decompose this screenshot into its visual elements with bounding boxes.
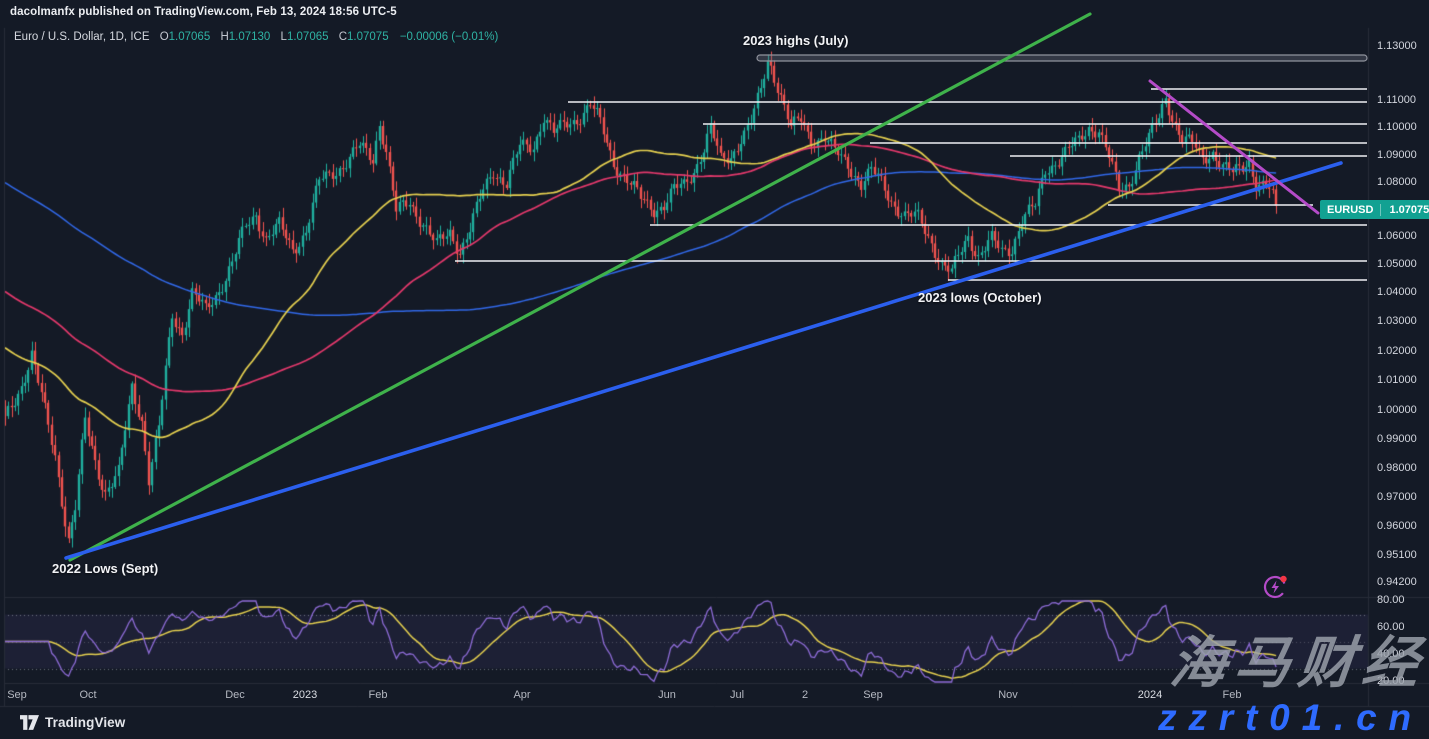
time-axis-label: Feb: [368, 689, 388, 701]
last-price-value: 1.07075: [1380, 203, 1429, 216]
tradingview-logo-icon: [20, 715, 39, 730]
change-value: −0.00006 (−0.01%): [399, 31, 499, 43]
time-axis-label: Dec: [225, 689, 245, 701]
price-axis-label: 1.02000: [1377, 345, 1417, 357]
time-axis-label: 2024: [1137, 689, 1163, 701]
annotation-2023-highs[interactable]: 2023 highs (July): [743, 33, 849, 48]
watermark-url: zzrt01.cn: [1158, 697, 1423, 738]
time-axis-label: Feb: [1222, 689, 1242, 701]
price-axis-label: 0.99000: [1377, 433, 1417, 445]
high-value: 1.07130: [228, 31, 271, 43]
price-axis-label: 1.06000: [1377, 230, 1417, 242]
high-label: H: [220, 31, 229, 43]
price-axis-label: 1.09000: [1377, 149, 1417, 161]
price-axis-label: 0.94200: [1377, 576, 1417, 588]
time-axis-label: Apr: [513, 689, 531, 701]
footer-bar: TradingView: [0, 706, 1429, 739]
time-axis-label: Jun: [658, 689, 676, 701]
chart-legend: Euro / U.S. Dollar, 1D, ICE O1.07065 H1.…: [14, 31, 498, 43]
price-axis-label: 1.00000: [1377, 404, 1417, 416]
open-value: 1.07065: [168, 31, 211, 43]
time-axis-label: 2023: [292, 689, 318, 701]
open-label: O: [159, 31, 169, 43]
time-axis-label: Jul: [729, 689, 745, 701]
low-value: 1.07065: [286, 31, 329, 43]
price-axis-label: 1.08000: [1377, 176, 1417, 188]
publish-info-text: dacolmanfx published on TradingView.com,…: [10, 6, 397, 18]
rsi-axis-label: 40.00: [1377, 648, 1405, 660]
price-axis-label: 1.05000: [1377, 258, 1417, 270]
symbol-title[interactable]: Euro / U.S. Dollar, 1D, ICE: [14, 31, 150, 43]
tradingview-logo[interactable]: TradingView: [20, 715, 125, 730]
price-axis-label: 1.04000: [1377, 286, 1417, 298]
rsi-axis-label: 60.00: [1377, 621, 1405, 633]
watermark-chinese: 海马财经: [1167, 631, 1429, 694]
price-axis-label: 1.03000: [1377, 315, 1417, 327]
publish-header: dacolmanfx published on TradingView.com,…: [0, 0, 1429, 26]
price-axis-label: 1.01000: [1377, 374, 1417, 386]
tradingview-logo-text: TradingView: [45, 715, 126, 730]
time-axis-label: Nov: [998, 689, 1018, 701]
price-axis-label: 0.97000: [1377, 491, 1417, 503]
annotation-2023-lows[interactable]: 2023 lows (October): [918, 290, 1042, 305]
last-price-tag: EURUSD 1.07075: [1320, 200, 1429, 219]
price-axis-label: 1.11000: [1377, 94, 1416, 106]
flash-ideas-icon[interactable]: [1261, 571, 1291, 601]
close-value: 1.07075: [347, 31, 389, 43]
last-price-symbol: EURUSD: [1327, 203, 1374, 216]
price-axis-label: 0.95100: [1377, 549, 1417, 561]
annotation-2022-lows[interactable]: 2022 Lows (Sept): [52, 561, 159, 576]
price-axis-label: 0.96000: [1377, 520, 1417, 532]
time-axis-label: Sep: [7, 689, 27, 701]
time-axis-label: Oct: [79, 689, 97, 701]
price-axis-label: 0.98000: [1377, 462, 1417, 474]
rsi-axis-label: 80.00: [1377, 594, 1405, 606]
price-axis-label: 1.13000: [1377, 40, 1417, 52]
time-axis-label: Sep: [863, 689, 883, 701]
close-label: C: [338, 31, 348, 43]
rsi-axis-label: 20.00: [1377, 675, 1405, 687]
price-axis-label: 1.10000: [1377, 121, 1417, 133]
time-axis-label: 2: [801, 689, 809, 701]
